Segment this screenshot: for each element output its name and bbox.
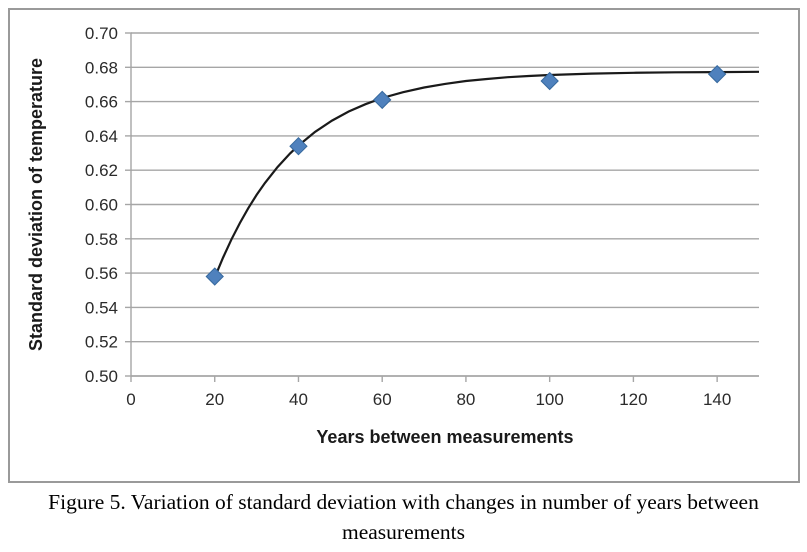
figure-frame (8, 8, 800, 483)
x-axis-title: Years between measurements (316, 427, 573, 447)
x-tick-label: 140 (703, 390, 731, 409)
data-point-marker (205, 267, 224, 286)
x-tick-label: 0 (126, 390, 135, 409)
x-tick-label: 40 (289, 390, 308, 409)
y-tick-label: 0.70 (85, 24, 118, 43)
y-axis-title: Standard deviation of temperature (26, 58, 46, 351)
y-tick-label: 0.66 (85, 93, 118, 112)
y-tick-label: 0.68 (85, 58, 118, 77)
x-tick-label: 120 (619, 390, 647, 409)
y-tick-label: 0.62 (85, 161, 118, 180)
data-point-marker (540, 71, 559, 91)
x-tick-label: 80 (456, 390, 475, 409)
figure-caption-line1: Figure 5. Variation of standard deviatio… (48, 490, 759, 514)
data-point-marker (289, 136, 308, 156)
y-tick-label: 0.58 (85, 230, 118, 249)
x-tick-label: 100 (535, 390, 563, 409)
y-tick-label: 0.52 (85, 333, 118, 352)
trend-curve (213, 70, 760, 279)
y-tick-label: 0.64 (85, 127, 118, 146)
y-tick-label: 0.56 (85, 264, 118, 283)
figure-caption: Figure 5. Variation of standard deviatio… (0, 487, 807, 547)
y-tick-label: 0.50 (85, 367, 118, 386)
y-tick-label: 0.54 (85, 298, 118, 317)
y-tick-label: 0.60 (85, 196, 118, 215)
data-point-marker (707, 64, 727, 84)
data-point-marker (372, 90, 392, 110)
figure-caption-line2: measurements (342, 520, 465, 544)
x-tick-label: 60 (373, 390, 392, 409)
x-tick-label: 20 (205, 390, 224, 409)
